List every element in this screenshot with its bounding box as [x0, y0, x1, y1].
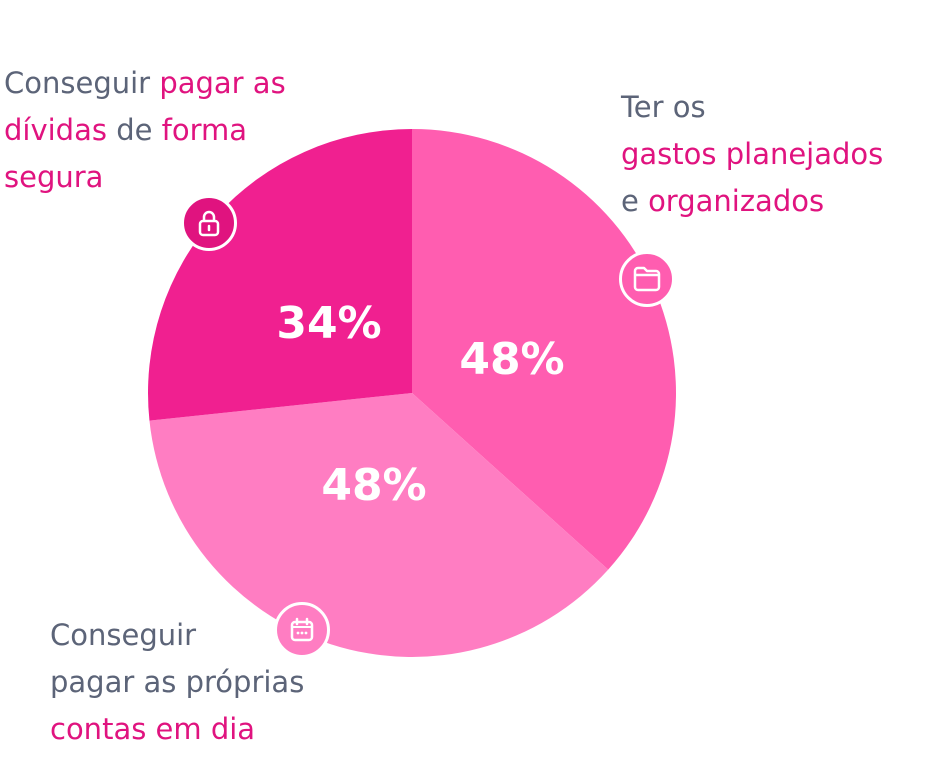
callout-dividas-l2-accent2: forma [161, 113, 248, 147]
callout-dividas-l2-accent: dívidas [4, 113, 107, 147]
callout-contas: Conseguir pagar as próprias contas em di… [50, 612, 304, 753]
callout-dividas-l1-accent: pagar as [159, 66, 286, 100]
callout-planejados-l2-accent: gastos planejados [621, 137, 884, 171]
callout-dividas: Conseguir pagar as dívidas de forma segu… [4, 60, 286, 201]
callout-dividas-l2: de [106, 113, 162, 147]
callout-contas-l3-accent: contas em dia [50, 712, 256, 746]
callout-planejados-l1: Ter os [621, 90, 706, 124]
folder-icon [619, 251, 675, 307]
callout-contas-l1: Conseguir [50, 618, 197, 652]
slice-planejados [412, 129, 676, 570]
lock-icon [181, 195, 237, 251]
slice-contas [149, 393, 609, 657]
callout-dividas-l3-accent: segura [4, 160, 104, 194]
callout-planejados-l3-accent: organizados [648, 184, 825, 218]
callout-dividas-l1: Conseguir [4, 66, 160, 100]
slice-dividas [148, 129, 412, 421]
callout-planejados-l3: e [621, 184, 649, 218]
calendar-icon [274, 602, 330, 658]
callout-contas-l2: pagar as próprias [50, 665, 305, 699]
callout-planejados: Ter os gastos planejados e organizados [621, 84, 883, 225]
slice-label-planejados: 48% [459, 334, 564, 385]
slice-label-contas: 48% [321, 460, 426, 511]
slice-label-dividas: 34% [276, 298, 381, 349]
